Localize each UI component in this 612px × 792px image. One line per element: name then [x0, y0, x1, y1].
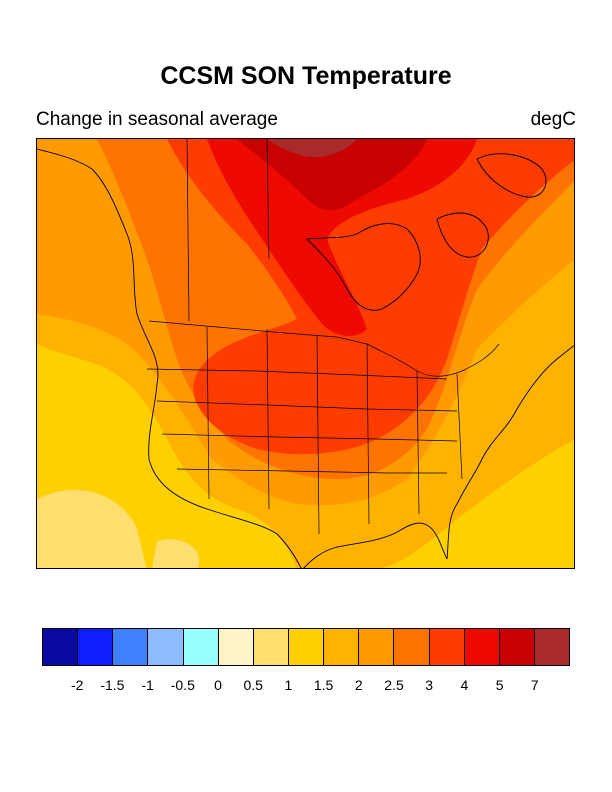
temperature-map: [36, 138, 575, 569]
legend-swatch: [324, 629, 360, 665]
legend-swatch: [429, 629, 465, 665]
legend-swatch: [113, 629, 149, 665]
legend-tick-label: 3: [425, 677, 434, 693]
coastlines: [37, 148, 574, 568]
borders: [146, 139, 500, 535]
legend-swatch: [359, 629, 395, 665]
legend-tick-label: -1: [141, 677, 154, 693]
legend-swatch: [288, 629, 325, 665]
legend-tick-label: -1.5: [100, 677, 125, 693]
legend-tick-label: 7: [530, 677, 539, 693]
legend-swatch: [148, 629, 184, 665]
legend-swatch: [394, 629, 430, 665]
chart-title: CCSM SON Temperature: [160, 62, 452, 90]
units-label: degC: [530, 109, 576, 130]
legend-swatch: [499, 629, 535, 665]
legend-tick-label: -2: [70, 677, 84, 693]
subtitle-left: Change in seasonal average: [36, 109, 278, 130]
legend-swatch: [464, 629, 500, 665]
legend-swatch: [183, 629, 219, 665]
legend-swatch: [534, 629, 570, 665]
map-canvas: [37, 139, 574, 568]
contour-band-0p5: [37, 490, 147, 568]
contour-band-max: [267, 139, 357, 158]
legend-tick-label: -0.5: [170, 677, 195, 693]
legend-tick-label: 2: [354, 677, 363, 693]
legend-ticks: -2 -1.5 -1 -0.5 0 0.5 1 1.5 2 2.5 3 4 5 7: [42, 677, 570, 697]
legend-tick-label: 2.5: [384, 677, 404, 693]
contour-band-2-east: [517, 274, 574, 438]
color-legend: [42, 628, 570, 666]
legend-swatch: [78, 629, 114, 665]
contour-band-7: [237, 139, 427, 211]
legend-swatch: [253, 629, 289, 665]
contour-band-5: [207, 139, 477, 336]
contour-band-0p5-b: [152, 539, 200, 568]
legend-tick-label: 5: [495, 677, 504, 693]
legend-tick-label: 0.5: [243, 677, 263, 693]
legend-swatch: [218, 629, 254, 665]
legend-tick-label: 1.5: [313, 677, 334, 693]
legend-tick-label: 0: [214, 677, 222, 693]
legend-tick-label: 4: [460, 677, 469, 693]
legend-swatch: [43, 629, 79, 665]
legend-tick-label: 1: [284, 677, 293, 693]
